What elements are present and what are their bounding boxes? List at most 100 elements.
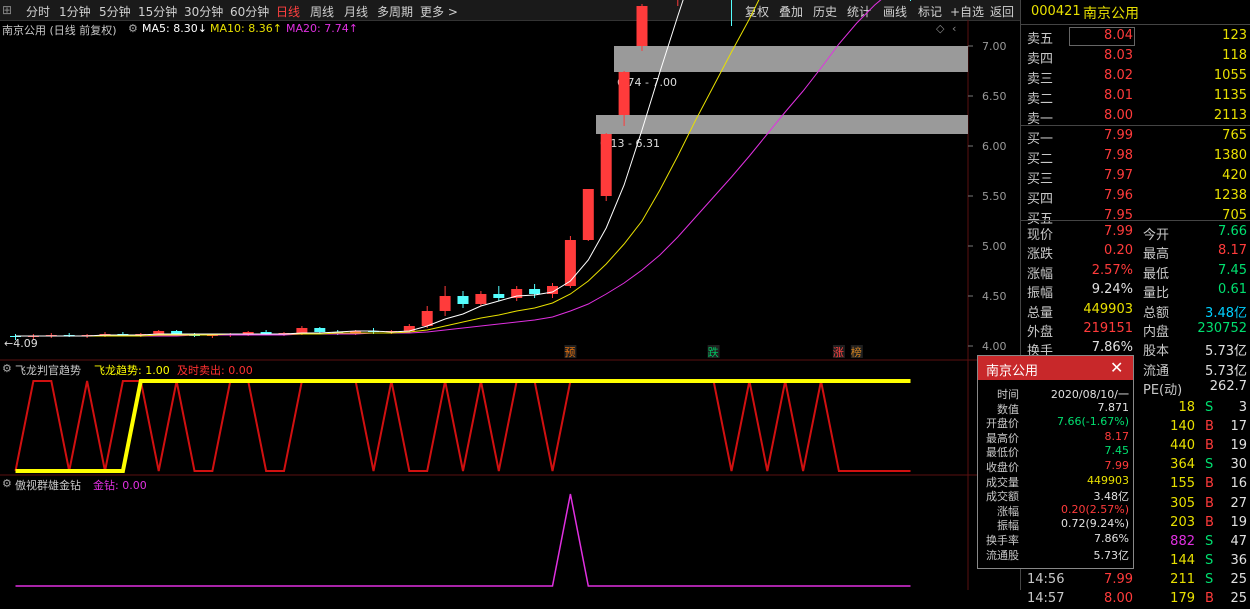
tick-count: 27 bbox=[1230, 495, 1247, 511]
tick-row: 14:57 8.00 179 B 25 bbox=[1021, 589, 1250, 609]
y-tick-label: 6.00 bbox=[982, 140, 1007, 153]
tick-volume: 140 bbox=[1170, 419, 1195, 435]
stat-value: 262.7 bbox=[1209, 379, 1247, 395]
mark-button[interactable]: 标记 bbox=[918, 5, 943, 19]
period-30min-tab[interactable]: 30分钟 bbox=[184, 5, 224, 19]
stat-value: 219151 bbox=[1083, 321, 1133, 336]
y-tick-label: 6.50 bbox=[982, 90, 1007, 103]
add-watchlist-button[interactable]: +自选 bbox=[950, 5, 985, 19]
tick-side: B bbox=[1205, 438, 1214, 454]
close-icon[interactable]: ✕ bbox=[1110, 358, 1124, 377]
stat-value: 7.86% bbox=[1091, 340, 1133, 356]
stat-label: 总量 bbox=[1027, 305, 1054, 321]
candle-body bbox=[439, 296, 451, 311]
stat-label: PE(动) bbox=[1143, 383, 1183, 399]
tooltip-row: 收盘价 7.99 bbox=[978, 459, 1133, 474]
tick-volume: 179 bbox=[1170, 591, 1195, 606]
stat-value: 5.73亿 bbox=[1205, 344, 1247, 360]
candle-body bbox=[618, 72, 630, 115]
tooltip-row: 开盘价 7.66(-1.67%) bbox=[978, 415, 1133, 430]
overlay-button[interactable]: 叠加 bbox=[779, 5, 804, 19]
gap-label-upper: 6.74 - 7.00 bbox=[617, 76, 677, 89]
tick-side: S bbox=[1205, 400, 1214, 415]
tick-volume: 203 bbox=[1170, 514, 1195, 530]
tick-volume: 882 bbox=[1170, 533, 1195, 549]
tooltip-row: 涨幅 0.20(2.57%) bbox=[978, 503, 1133, 518]
bid-volume: 765 bbox=[1222, 128, 1247, 143]
period-month-tab[interactable]: 月线 bbox=[344, 5, 369, 19]
bid-volume: 1238 bbox=[1213, 188, 1247, 203]
stat-label: 外盘 bbox=[1027, 325, 1054, 340]
period-5min-tab[interactable]: 5分钟 bbox=[99, 5, 131, 19]
gap-band-upper bbox=[614, 46, 968, 72]
history-button[interactable]: 历史 bbox=[813, 5, 838, 19]
period-15min-tab[interactable]: 15分钟 bbox=[138, 5, 178, 19]
tick-side: S bbox=[1205, 457, 1214, 473]
tick-row: 440 B 19 bbox=[1021, 436, 1250, 456]
tooltip-key: 涨幅 bbox=[997, 504, 1019, 518]
period-week-tab[interactable]: 周线 bbox=[310, 5, 335, 19]
candle-body bbox=[296, 328, 308, 333]
candle-body bbox=[421, 311, 433, 326]
quote-panel: 000421 南京公用 卖五 8.04 123 卖四 8.03 118 卖三 8.02 1055… bbox=[1020, 0, 1250, 606]
data-tooltip-window[interactable]: 南京公用 ✕ 时间 2020/08/10/一 数值 7.871 开盘价 7.66(-1.6… bbox=[977, 355, 1134, 569]
tooltip-value: 7.86% bbox=[1094, 532, 1129, 545]
tick-row: 155 B 16 bbox=[1021, 474, 1250, 494]
period-minute-tab[interactable]: 分时 bbox=[26, 5, 51, 19]
indicator1-settings-icon[interactable]: ⚙ bbox=[2, 362, 12, 375]
tick-volume: 155 bbox=[1170, 476, 1195, 492]
diamond-icon[interactable]: ◇ bbox=[936, 22, 945, 35]
tooltip-row: 时间 2020/08/10/一 bbox=[978, 386, 1133, 401]
trend-line bbox=[15, 379, 911, 473]
indicator1-header: ⚙ 飞龙判官趋势 飞龙趋势: 1.00 及时卖出: 0.00 bbox=[0, 361, 968, 377]
stat-row: 总量 449903 总额 3.48亿 bbox=[1021, 300, 1250, 321]
draw-line-button[interactable]: 画线 bbox=[883, 5, 908, 19]
ask-volume: 1055 bbox=[1213, 68, 1247, 83]
indicator2-settings-icon[interactable]: ⚙ bbox=[2, 477, 12, 490]
period-day-tab[interactable]: 日线 bbox=[276, 5, 301, 19]
tick-count: 25 bbox=[1230, 591, 1247, 606]
more-menu[interactable]: 更多 > bbox=[420, 5, 458, 19]
stat-row: 流通 5.73亿 bbox=[1021, 358, 1250, 379]
bid-row: 买一 7.99 765 bbox=[1021, 126, 1250, 147]
tooltip-key: 数值 bbox=[997, 402, 1019, 416]
ask-row: 卖四 8.03 118 bbox=[1021, 46, 1250, 67]
period-60min-tab[interactable]: 60分钟 bbox=[230, 5, 270, 19]
stat-value: 0.20 bbox=[1104, 243, 1133, 259]
orderbook-divider bbox=[1021, 125, 1250, 126]
ask-row: 卖二 8.01 1135 bbox=[1021, 86, 1250, 107]
tick-volume: 211 bbox=[1170, 571, 1195, 587]
tooltip-key: 换手率 bbox=[986, 534, 1019, 547]
statistics-button[interactable]: 统计 bbox=[847, 5, 872, 19]
tick-side: B bbox=[1205, 514, 1214, 530]
bid-price: 7.95 bbox=[1104, 208, 1133, 223]
bid-price: 7.97 bbox=[1104, 168, 1133, 183]
tooltip-value: 2020/08/10/一 bbox=[1050, 388, 1129, 401]
stat-value: 7.99 bbox=[1104, 224, 1133, 239]
tick-row: 203 B 19 bbox=[1021, 513, 1250, 533]
gear-icon[interactable]: ⊞ bbox=[2, 3, 13, 17]
period-multi-tab[interactable]: 多周期 bbox=[377, 5, 414, 19]
back-button[interactable]: 返回 bbox=[990, 5, 1015, 19]
candle-body bbox=[511, 289, 523, 298]
stat-row: 现价 7.99 今开 7.66 bbox=[1021, 222, 1250, 243]
y-tick-label: 4.00 bbox=[982, 340, 1007, 353]
tick-row: 144 S 36 bbox=[1021, 551, 1250, 571]
settings-icon[interactable]: ⚙ bbox=[128, 22, 138, 35]
period-1min-tab[interactable]: 1分钟 bbox=[59, 5, 91, 19]
stat-label: 量比 bbox=[1143, 286, 1170, 302]
bid-label: 买五 bbox=[1027, 212, 1054, 227]
stat-value: 5.73亿 bbox=[1205, 363, 1247, 379]
chart-header: 南京公用 (日线 前复权) ⚙ MA5: 8.30↓ MA10: 8.36↑ M… bbox=[0, 21, 968, 37]
tooltip-key: 成交量 bbox=[986, 475, 1019, 489]
tooltip-key: 时间 bbox=[997, 388, 1019, 401]
event-marker-bg bbox=[564, 345, 577, 358]
tooltip-key: 最高价 bbox=[986, 431, 1019, 445]
collapse-icon[interactable]: ‹ bbox=[952, 22, 957, 35]
tick-count: 36 bbox=[1230, 552, 1247, 568]
candle-body bbox=[153, 331, 165, 334]
low-price-label: ←4.09 bbox=[4, 337, 38, 350]
bid-price: 7.99 bbox=[1104, 128, 1133, 143]
candle-body bbox=[171, 331, 183, 334]
